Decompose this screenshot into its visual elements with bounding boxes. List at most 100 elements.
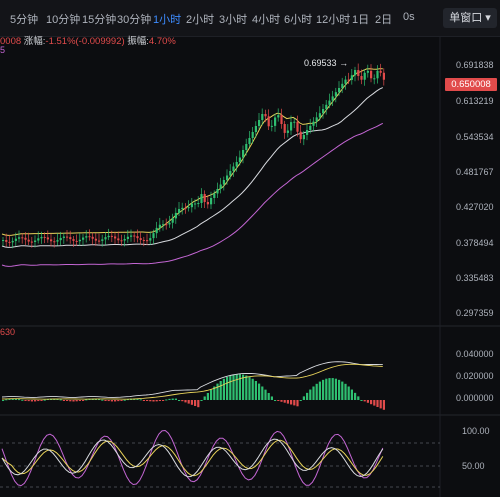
candle-body bbox=[94, 238, 97, 241]
macd-bar bbox=[146, 400, 149, 401]
candle-body bbox=[242, 150, 245, 158]
candle-body bbox=[293, 121, 296, 123]
price-info-line: 0008 涨幅:-1.51%(-0.009992) 振幅:4.70% bbox=[0, 33, 176, 47]
macd-dea-line bbox=[1, 363, 383, 400]
kdj-tick: 50.00 bbox=[462, 461, 485, 471]
macd-bar bbox=[331, 378, 334, 400]
macd-bar bbox=[299, 400, 302, 401]
macd-bar bbox=[190, 400, 193, 405]
candle-body bbox=[334, 92, 337, 97]
macd-bar bbox=[274, 400, 277, 401]
candle-body bbox=[328, 100, 331, 105]
timeframe-7[interactable]: 3小时 bbox=[219, 14, 248, 26]
macd-bar bbox=[139, 399, 142, 401]
macd-bar bbox=[277, 400, 280, 401]
macd-bar bbox=[98, 399, 101, 401]
arrow-right-icon: → bbox=[339, 58, 349, 68]
candle-body bbox=[98, 240, 101, 242]
candle-body bbox=[27, 239, 30, 242]
candle-body bbox=[213, 193, 216, 198]
candle-body bbox=[126, 236, 129, 239]
candle-body bbox=[357, 70, 360, 77]
ma-line-yellow bbox=[1, 68, 383, 236]
candle-body bbox=[168, 222, 171, 225]
timeframe-4[interactable]: 30分钟 bbox=[117, 14, 152, 26]
timeframe-11[interactable]: 1日 bbox=[352, 14, 370, 26]
macd-bar bbox=[338, 379, 341, 400]
candle-body bbox=[152, 233, 155, 239]
timeframe-10[interactable]: 12小时 bbox=[316, 14, 351, 26]
price-tick: 0.481767 bbox=[456, 167, 494, 177]
candle-body bbox=[11, 240, 14, 243]
candle-body bbox=[2, 240, 5, 241]
macd-bar bbox=[194, 400, 197, 406]
macd-bar bbox=[309, 389, 312, 400]
candle-body bbox=[219, 184, 222, 189]
timeframe-6[interactable]: 2小时 bbox=[186, 14, 215, 26]
candle-body bbox=[101, 239, 104, 241]
macd-bar bbox=[114, 400, 117, 402]
candle-body bbox=[171, 218, 174, 223]
candle-body bbox=[248, 138, 251, 144]
macd-bar bbox=[43, 399, 46, 401]
amplitude-value: 4.70% bbox=[148, 36, 176, 47]
macd-bar bbox=[69, 400, 72, 402]
candle-body bbox=[59, 237, 62, 241]
macd-bar bbox=[120, 400, 123, 401]
candle-body bbox=[277, 115, 280, 118]
macd-bar bbox=[11, 398, 14, 400]
macd-bar bbox=[357, 396, 360, 400]
timeframe-1[interactable]: 5分钟 bbox=[10, 14, 39, 26]
candle-body bbox=[286, 130, 289, 133]
timeframe-13[interactable]: 0s bbox=[403, 11, 415, 23]
macd-bar bbox=[181, 400, 184, 402]
candle-body bbox=[363, 72, 366, 80]
candle-body bbox=[344, 79, 347, 84]
macd-tick: 0.000000 bbox=[456, 393, 494, 403]
candle-body bbox=[184, 207, 187, 209]
candle-body bbox=[232, 166, 235, 171]
timeframe-8[interactable]: 4小时 bbox=[252, 14, 281, 26]
window-mode-select[interactable]: 单窗口 ▾ bbox=[443, 8, 497, 28]
macd-bar bbox=[286, 400, 289, 404]
macd-bar bbox=[302, 396, 305, 400]
candle-body bbox=[315, 117, 318, 122]
macd-bar bbox=[370, 400, 373, 405]
candle-body bbox=[267, 116, 270, 127]
candle-body bbox=[302, 134, 305, 140]
macd-bar bbox=[123, 399, 126, 401]
price-tick: 0.297359 bbox=[456, 308, 494, 318]
macd-bar bbox=[8, 398, 11, 400]
macd-bar bbox=[24, 400, 27, 401]
macd-bar bbox=[162, 400, 165, 401]
macd-bar bbox=[229, 375, 232, 400]
candle-body bbox=[296, 121, 299, 132]
amplitude-label: 振幅: bbox=[127, 36, 149, 47]
candle-body bbox=[24, 237, 27, 240]
timeframe-2[interactable]: 10分钟 bbox=[46, 14, 81, 26]
macd-bar bbox=[14, 398, 17, 400]
macd-bar bbox=[168, 398, 171, 400]
timeframe-9[interactable]: 6小时 bbox=[284, 14, 313, 26]
candle-body bbox=[197, 202, 200, 204]
candle-body bbox=[322, 109, 325, 114]
timeframe-3[interactable]: 15分钟 bbox=[82, 14, 117, 26]
macd-bar bbox=[334, 378, 337, 400]
macd-bar bbox=[34, 400, 37, 402]
timeframe-toolbar: 5分钟 10分钟 15分钟 30分钟 1小时 2小时 3小时 4小时 6小时 12小时 1日 2日 0s… bbox=[0, 0, 500, 37]
candle-body bbox=[174, 212, 177, 219]
macd-tick: 0.020000 bbox=[456, 371, 494, 381]
candle-body bbox=[309, 125, 312, 130]
candle-body bbox=[238, 157, 241, 162]
candle-body bbox=[82, 237, 85, 240]
macd-bar bbox=[283, 400, 286, 403]
timeframe-5[interactable]: 1小时 bbox=[153, 14, 182, 26]
candle-body bbox=[158, 224, 161, 228]
price-tick: 0.691838 bbox=[456, 60, 494, 70]
candle-body bbox=[142, 239, 145, 241]
macd-bar bbox=[203, 396, 206, 400]
candle-body bbox=[91, 236, 94, 239]
candle-body bbox=[107, 235, 110, 238]
timeframe-12[interactable]: 2日 bbox=[375, 14, 393, 26]
